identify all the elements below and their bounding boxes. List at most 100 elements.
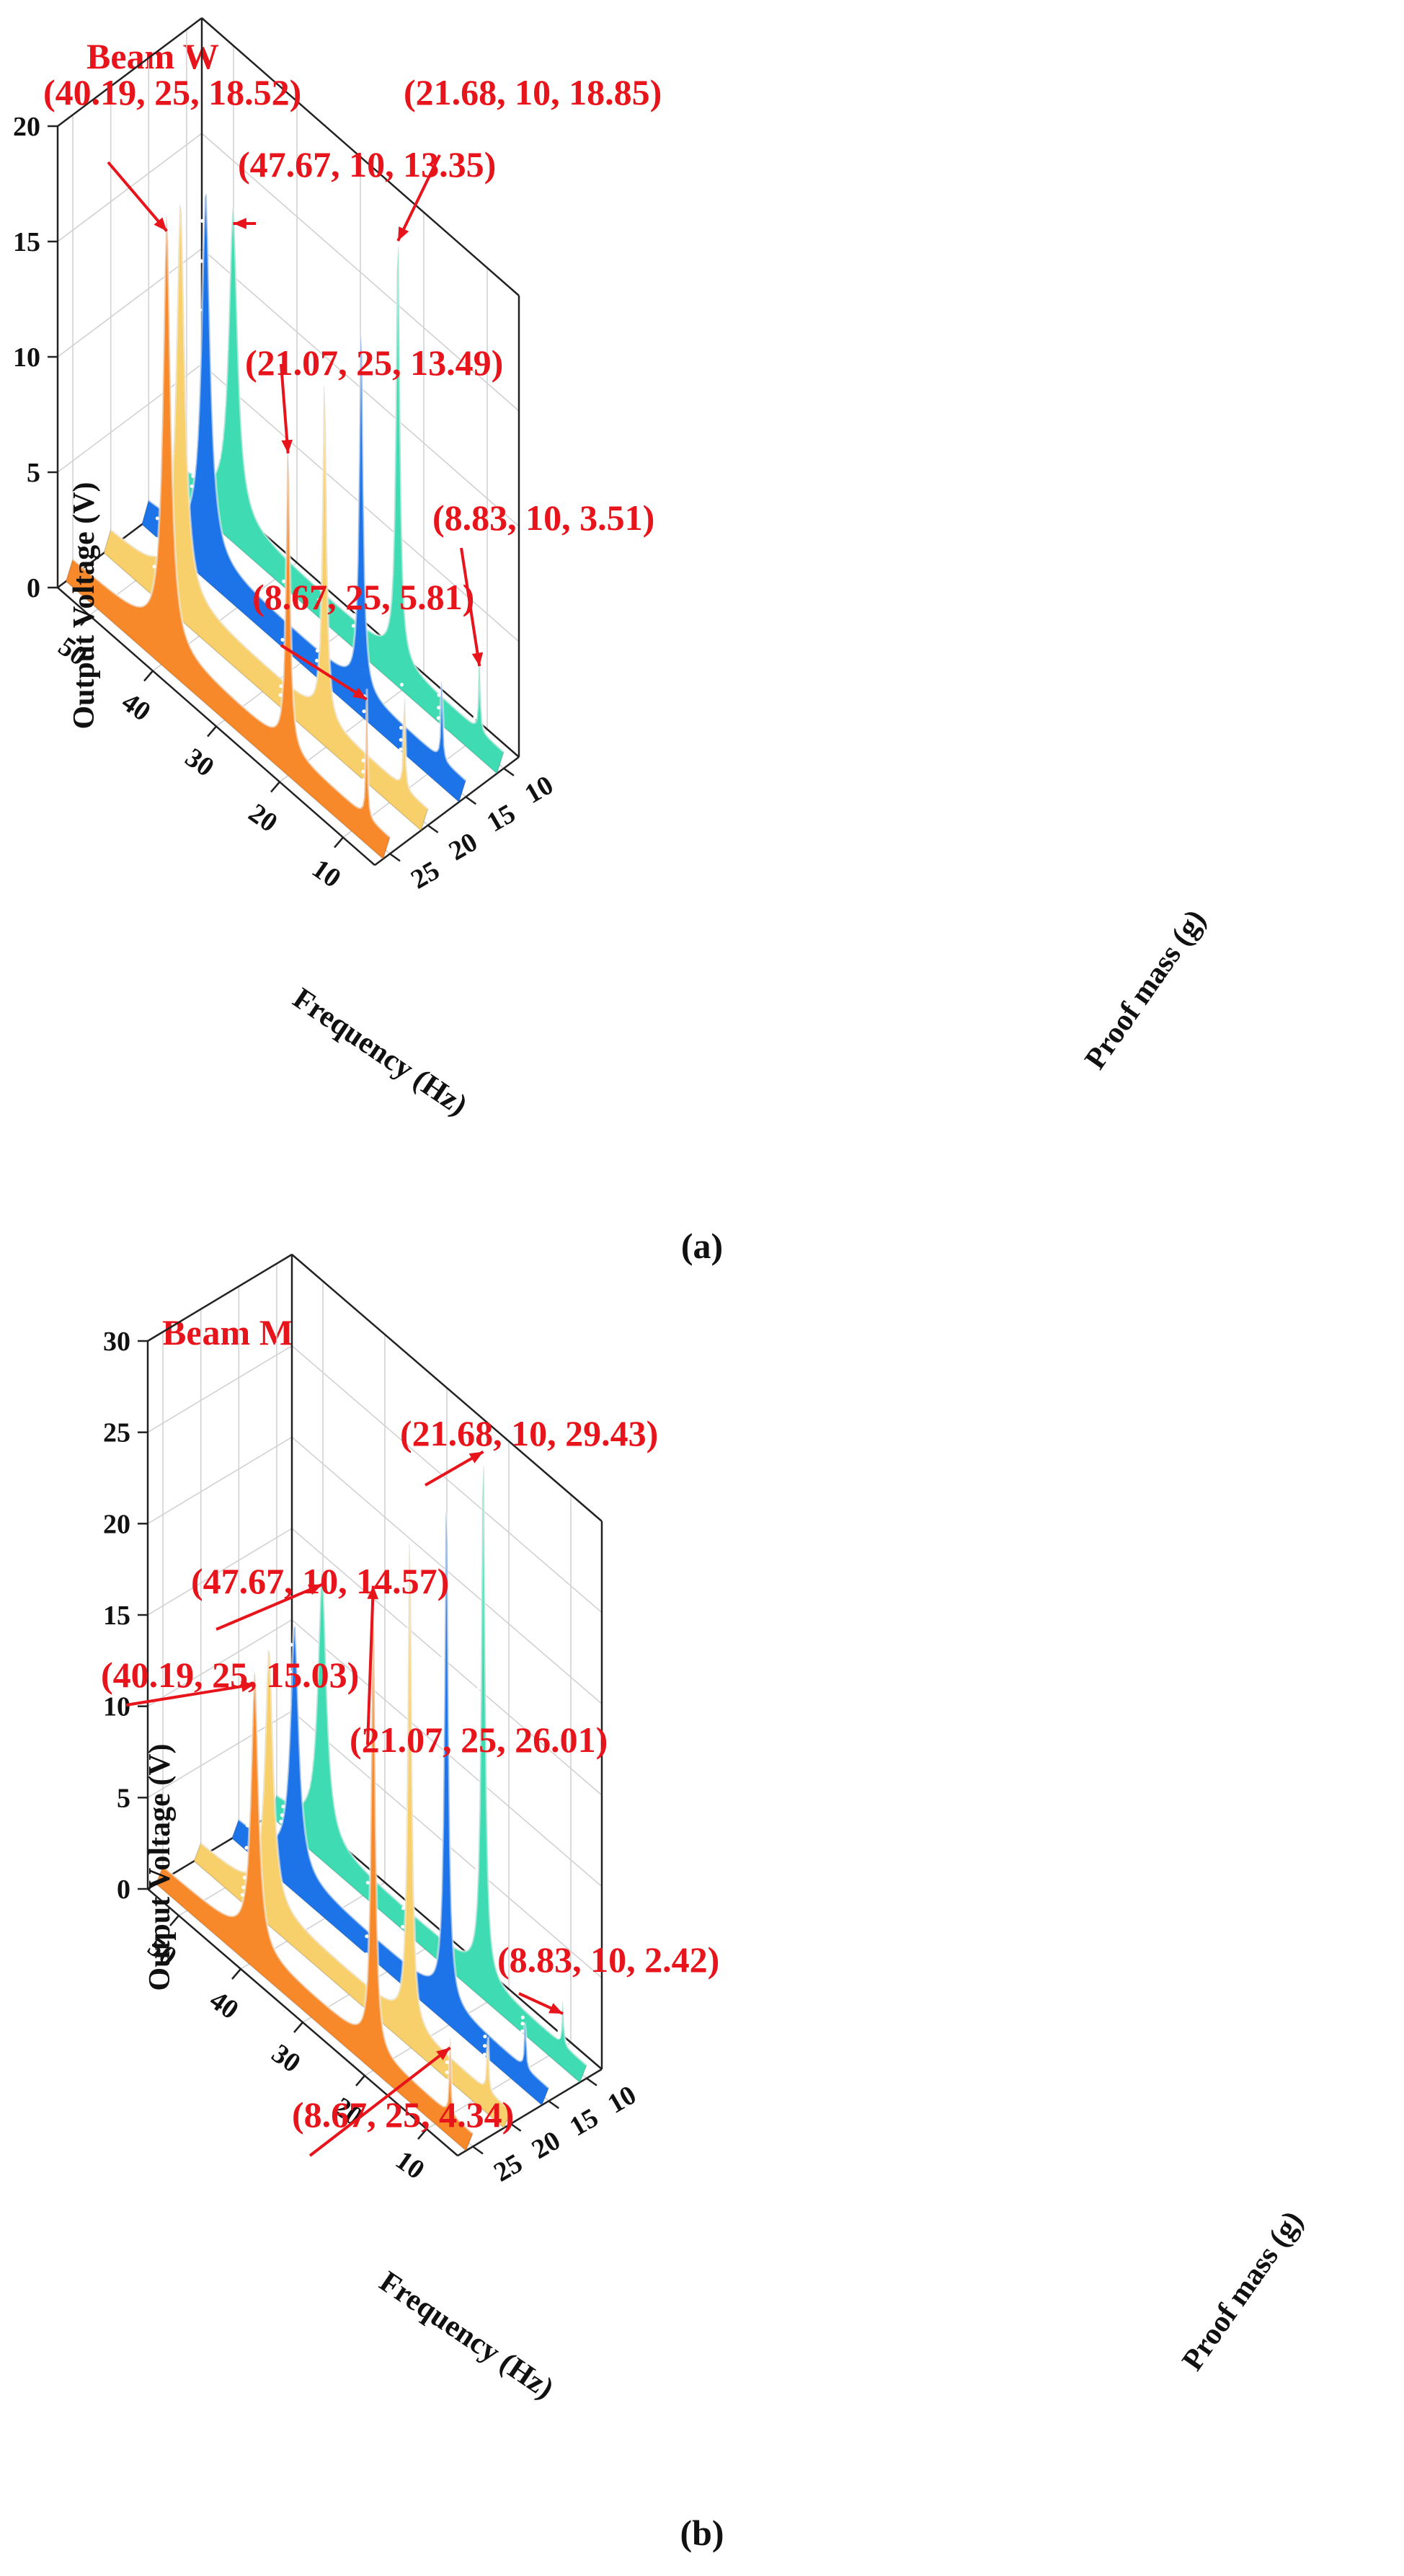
data-point xyxy=(390,506,395,510)
data-point xyxy=(483,2035,487,2039)
data-point xyxy=(243,1862,248,1867)
panel-a-annotations: (40.19, 25, 18.52) (47.67, 10, 13.35) (21.… xyxy=(43,72,662,701)
data-point xyxy=(312,1718,316,1722)
y-tick-label: 20 xyxy=(527,2125,566,2165)
annotation-arrow xyxy=(396,154,441,242)
data-point xyxy=(289,1642,293,1647)
x-tick-mark xyxy=(80,614,90,627)
data-point xyxy=(355,388,360,393)
data-point xyxy=(314,1657,319,1662)
data-point xyxy=(193,443,197,448)
data-point xyxy=(154,536,159,541)
series-25g-line xyxy=(72,216,391,838)
annotation-arrowhead xyxy=(281,439,293,453)
data-point xyxy=(219,436,223,441)
panel-a-y-axis-label: Proof mass (g) xyxy=(1078,904,1212,1076)
gridline xyxy=(147,1254,603,1522)
data-point xyxy=(308,1768,313,1772)
data-point xyxy=(352,598,357,603)
annotation-label: (21.68, 10, 18.85) xyxy=(404,72,662,112)
data-point xyxy=(153,552,158,557)
data-point xyxy=(403,1757,408,1761)
data-point xyxy=(172,379,176,383)
axis-edge xyxy=(57,17,203,127)
data-point xyxy=(352,613,356,617)
data-point xyxy=(314,658,319,663)
data-point xyxy=(388,572,393,576)
annotation-label: (47.67, 10, 13.35) xyxy=(238,144,496,185)
data-point xyxy=(191,474,195,479)
data-point xyxy=(248,1724,253,1728)
data-point xyxy=(241,1885,246,1890)
panel-b-z-axis-label: Output Voltage (V) xyxy=(143,1743,177,1991)
annotation-arrowhead xyxy=(468,1451,484,1464)
data-point xyxy=(365,1880,370,1885)
data-point xyxy=(160,298,164,302)
data-point xyxy=(195,391,200,396)
series-15g-line xyxy=(148,192,467,782)
data-point xyxy=(360,784,365,789)
data-point xyxy=(399,747,403,751)
data-point xyxy=(475,1822,479,1826)
x-tick-mark xyxy=(207,725,217,738)
data-point xyxy=(264,1668,268,1672)
data-point xyxy=(520,2046,524,2051)
data-point xyxy=(558,2004,563,2008)
data-point xyxy=(280,658,284,662)
z-tick-label: 20 xyxy=(13,112,40,142)
data-point xyxy=(316,619,321,624)
data-point xyxy=(175,233,179,237)
data-point xyxy=(313,1691,317,1695)
data-point xyxy=(279,684,283,689)
annotation-arrowhead xyxy=(436,2048,450,2061)
series-10g-line xyxy=(276,1466,587,2066)
axis-edge xyxy=(291,1254,603,1522)
data-point xyxy=(473,715,477,720)
annotation-arrow xyxy=(216,1583,323,1631)
axis-edge xyxy=(457,2068,603,2157)
y-tick-mark xyxy=(548,2100,560,2110)
annotation-arrow xyxy=(308,2046,451,2157)
annotation-label: (47.67, 10, 14.57) xyxy=(191,1561,449,1601)
x-tick-mark xyxy=(417,2128,427,2140)
z-tick-label: 5 xyxy=(117,1783,130,1813)
data-point xyxy=(216,455,221,459)
data-point xyxy=(435,735,440,739)
data-point xyxy=(445,2060,450,2065)
panel-a-x-axis-label: Frequency (Hz) xyxy=(287,982,473,1123)
data-point xyxy=(199,259,203,263)
data-point xyxy=(362,727,366,732)
panel-b-caption: (b) xyxy=(680,2513,724,2553)
data-point xyxy=(404,1694,408,1699)
data-point xyxy=(155,516,159,521)
data-point xyxy=(246,1795,251,1800)
annotation-arrow xyxy=(460,547,481,667)
data-point xyxy=(435,738,440,743)
data-point xyxy=(283,463,288,467)
data-point xyxy=(242,1875,246,1880)
data-point xyxy=(399,725,404,730)
annotation-label: (8.83, 10, 2.42) xyxy=(497,1939,719,1980)
data-point xyxy=(483,2027,487,2031)
data-point xyxy=(152,565,156,569)
data-point xyxy=(558,2014,562,2019)
data-point xyxy=(223,378,227,382)
data-point xyxy=(311,1739,315,1744)
data-point xyxy=(557,2027,561,2032)
data-point xyxy=(285,1758,289,1763)
data-point xyxy=(353,557,358,561)
axis-edge xyxy=(147,1253,293,1342)
x-tick-mark xyxy=(169,1915,179,1926)
annotation-label: (8.67, 25, 5.81) xyxy=(252,577,474,617)
data-point xyxy=(156,490,161,494)
annotation-arrowhead xyxy=(233,218,246,229)
data-point xyxy=(262,1696,267,1700)
y-tick-label: 15 xyxy=(564,2102,603,2142)
data-point xyxy=(520,2015,525,2019)
data-point xyxy=(287,1702,291,1707)
annotation-arrowhead xyxy=(352,687,367,700)
data-point xyxy=(437,1877,442,1882)
data-point xyxy=(361,769,365,774)
data-point xyxy=(481,2069,486,2074)
